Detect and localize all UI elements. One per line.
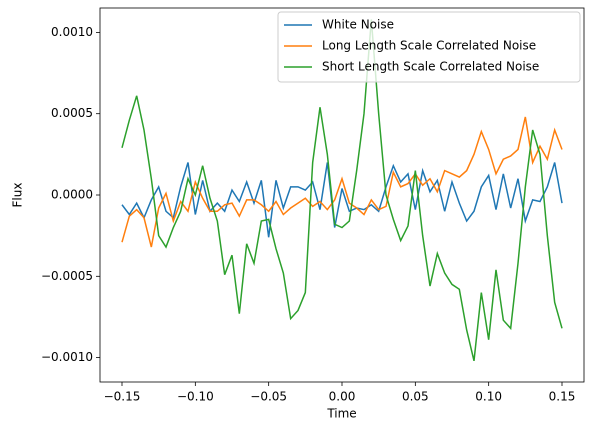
series-line <box>121 19 563 362</box>
x-tick-label: −0.10 <box>177 390 214 404</box>
legend-label: Short Length Scale Correlated Noise <box>322 60 539 74</box>
y-axis-label: Flux <box>11 183 25 208</box>
legend-label: White Noise <box>322 18 394 32</box>
y-tick-label: −0.0010 <box>41 350 93 364</box>
series-line <box>121 116 563 248</box>
y-tick-label: 0.0005 <box>51 106 93 120</box>
legend-label: Long Length Scale Correlated Noise <box>322 39 536 53</box>
x-tick-label: 0.05 <box>402 390 429 404</box>
x-axis-label: Time <box>326 407 356 421</box>
x-tick-label: −0.05 <box>250 390 287 404</box>
y-tick-label: −0.0005 <box>41 269 93 283</box>
y-tick-label: 0.0010 <box>51 25 93 39</box>
series-line <box>121 162 563 238</box>
x-tick-label: 0.10 <box>475 390 502 404</box>
x-tick-label: 0.00 <box>329 390 356 404</box>
x-tick-label: −0.15 <box>104 390 141 404</box>
legend-box <box>277 11 581 83</box>
y-tick-label: 0.0000 <box>51 188 93 202</box>
x-tick-label: 0.15 <box>549 390 576 404</box>
